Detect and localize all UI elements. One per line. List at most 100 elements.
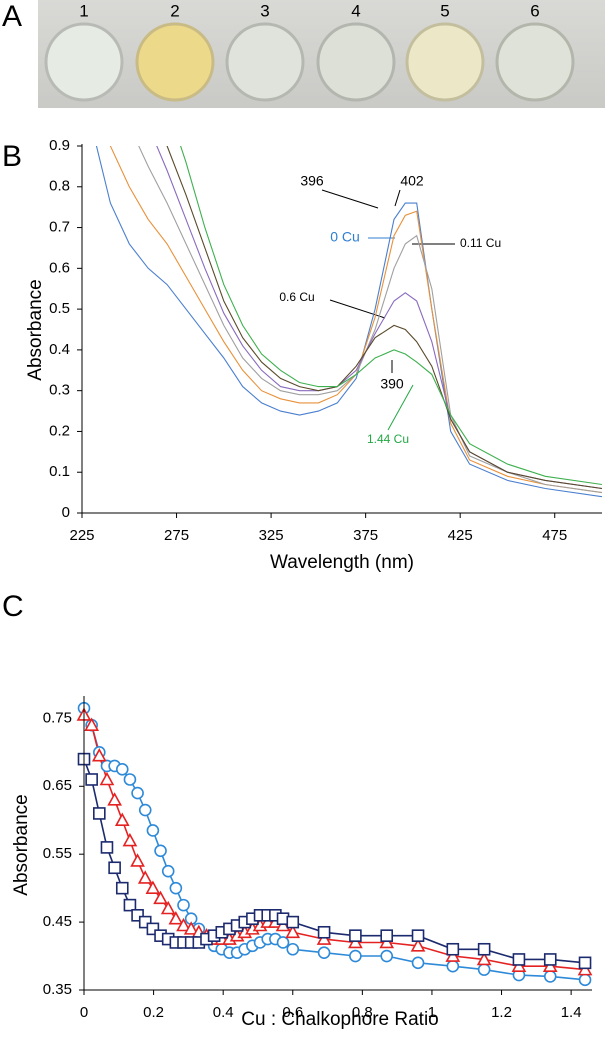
marker	[161, 864, 175, 878]
marker	[138, 803, 152, 817]
marker	[183, 921, 199, 935]
y-tick-label: 0.2	[49, 422, 70, 439]
marker	[411, 929, 425, 942]
well-label: 1	[79, 1, 88, 20]
y-tick-label: 0.45	[43, 913, 72, 930]
x-tick-label: 275	[164, 527, 189, 544]
marker	[131, 909, 144, 922]
well-label: 4	[351, 1, 360, 20]
x-tick-label: 0	[80, 1004, 88, 1021]
marker	[146, 824, 160, 837]
marker	[84, 717, 100, 731]
y-axis-title: Absorbance	[11, 794, 32, 895]
marker	[349, 949, 362, 963]
y-axis-title: Absorbance	[25, 279, 46, 380]
y-tick-label: 0.5	[49, 300, 70, 317]
marker	[108, 861, 121, 875]
photo	[38, 0, 605, 108]
annotation: 0 Cu	[330, 229, 360, 245]
marker	[153, 890, 168, 905]
marker	[380, 949, 394, 963]
x-tick-label: 425	[448, 527, 473, 544]
annotation: 402	[400, 173, 424, 189]
marker	[285, 924, 301, 939]
marker	[543, 953, 557, 966]
panel-label: C	[2, 590, 24, 623]
x-tick-label: 1.2	[491, 1004, 512, 1021]
well-label: 6	[530, 1, 539, 20]
marker	[131, 786, 144, 800]
plot-area	[76, 701, 593, 987]
y-tick-label: 0.1	[49, 463, 70, 480]
x-axis-title: Cu : Chalkophore Ratio	[241, 1009, 439, 1030]
y-tick-label: 0.6	[49, 259, 70, 276]
x-axis-title: Wavelength (nm)	[270, 552, 414, 573]
marker	[169, 881, 183, 895]
well-label: 2	[170, 1, 179, 20]
series-line	[166, 146, 602, 490]
x-tick-label: 225	[69, 527, 94, 544]
y-tick-label: 0.8	[49, 178, 70, 195]
annotation: 0.11 Cu	[460, 236, 501, 250]
y-tick-label: 0.7	[49, 219, 70, 236]
annotation: 1.44 Cu	[367, 432, 409, 446]
y-tick-label: 0.55	[43, 845, 72, 862]
annotation: 390	[380, 376, 404, 392]
marker	[130, 853, 145, 867]
marker	[317, 946, 331, 959]
marker	[477, 963, 491, 976]
x-tick-label: 1	[428, 1004, 436, 1021]
y-tick-label: 0	[62, 504, 70, 521]
marker	[160, 900, 176, 915]
plot-area	[95, 146, 602, 498]
marker	[100, 841, 114, 854]
x-tick-label: 0.8	[352, 1004, 373, 1021]
marker	[512, 953, 526, 966]
x-tick-label: 475	[542, 527, 567, 544]
marker	[145, 880, 161, 894]
x-tick-label: 0.6	[282, 1004, 303, 1021]
well-label: 3	[260, 1, 269, 20]
marker	[168, 911, 184, 925]
marker	[446, 942, 460, 956]
marker	[115, 763, 129, 776]
marker	[123, 773, 137, 786]
marker	[91, 748, 107, 762]
marker	[380, 929, 394, 942]
marker	[476, 951, 492, 966]
annotation: 396	[300, 173, 324, 189]
marker	[446, 959, 460, 973]
x-tick-label: 1.4	[561, 1004, 582, 1021]
y-tick-label: 0.65	[43, 777, 72, 794]
y-tick-label: 0.3	[49, 382, 70, 399]
marker	[114, 812, 130, 827]
marker	[137, 870, 153, 884]
marker	[123, 898, 137, 912]
marker	[578, 956, 592, 970]
marker	[276, 936, 290, 949]
marker	[477, 942, 491, 956]
marker	[138, 915, 152, 929]
marker	[122, 832, 138, 847]
marker	[286, 915, 300, 929]
marker	[115, 881, 129, 895]
panel-label: A	[2, 0, 22, 33]
annotation-leaders	[321, 189, 455, 431]
annotation: 0.6 Cu	[279, 290, 314, 304]
marker	[93, 807, 106, 820]
series-line	[109, 146, 602, 494]
x-tick-label: 325	[259, 527, 284, 544]
series-line	[95, 146, 602, 498]
marker	[176, 917, 191, 932]
marker	[85, 773, 98, 786]
marker	[543, 970, 557, 983]
series-line	[180, 146, 602, 486]
marker	[146, 922, 160, 936]
y-tick-label: 0.75	[43, 709, 72, 726]
well-label: 5	[440, 1, 449, 20]
x-tick-label: 0.4	[213, 1004, 234, 1021]
panel-label: B	[2, 140, 22, 173]
marker	[177, 898, 190, 912]
